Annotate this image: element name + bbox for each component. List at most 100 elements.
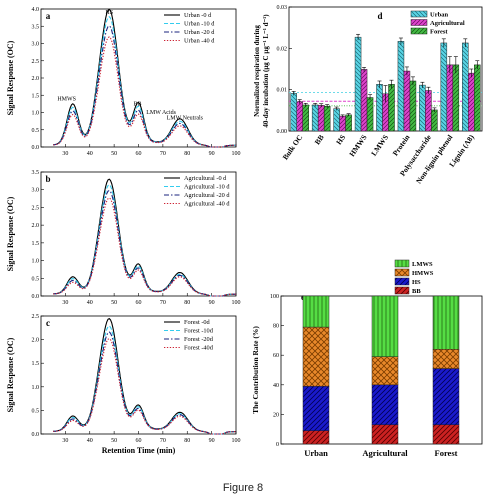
stack-hatch [372,356,398,385]
x-tick-label: 80 [184,300,190,306]
legend-label: HS [412,279,421,286]
legend-swatch-hatch [395,260,409,267]
x-tick-label: 100 [232,151,241,157]
series-line-Forest-40d [53,338,236,435]
y-tick-label: 80 [273,324,279,330]
y-tick-label: 0.01 [277,88,288,94]
legend-label: Agricultural -10 d [184,184,230,191]
bar-hatch [290,93,297,131]
legend-label: Forest -20d [184,336,214,343]
y-tick-label: 2.0 [32,223,40,229]
stack-hatch [433,349,459,369]
bar-hatch [367,97,374,131]
legend-label: HMWS [412,270,434,277]
x-tick-label: 50 [111,300,117,306]
category-label: HS [334,133,347,146]
bar-hatch [302,104,309,131]
x-tick-label: 70 [160,438,166,444]
bar-hatch [333,108,340,131]
x-tick-label: 100 [232,300,241,306]
stack-hatch [372,296,398,357]
y-tick-label: 3.0 [32,42,40,48]
y-tick-label: 0.0 [32,145,40,151]
peak-annotation: LMW Acids [146,110,176,116]
y-tick-label: 0.5 [32,276,40,282]
legend-label: Forest -10d [184,328,214,335]
x-tick-label: 70 [160,300,166,306]
y-tick-label: 1.0 [32,259,40,265]
legend-label: Agricultural -0 d [184,175,227,182]
bar-hatch [355,37,362,131]
bar-hatch [361,69,368,131]
category-label: HMWS [347,133,368,158]
series-line-Forest-10d [53,325,236,435]
stack-hatch [303,430,329,444]
x-tick-label: 90 [209,438,215,444]
bar-hatch [446,64,453,131]
x-tick-label: 80 [184,151,190,157]
y-tick-label: 0.5 [32,408,40,414]
y-tick-label: 0.5 [32,128,40,134]
y-tick-label: 0.0 [32,432,40,438]
y-tick-label: 2.5 [32,314,40,320]
y-tick-label: 3.5 [32,24,40,30]
legend-label: Urban -0 d [184,12,212,19]
category-label: LMWS [369,133,390,158]
series-line-Agricultural-40-d [53,197,236,297]
bar-hatch [419,85,426,131]
x-tick-label: 40 [87,438,93,444]
legend-swatch-hatch [411,11,427,17]
legend-label: Urban -20 d [184,29,215,36]
x-tick-label: 30 [62,151,68,157]
y-tick-label: 2.5 [32,59,40,65]
bar-hatch [409,80,416,131]
legend-label: Forest -0d [184,319,211,326]
category-label: BB [313,133,326,146]
panel-label: d [377,11,382,21]
legend-label: Agricultural -40 d [184,201,230,208]
y-tick-label: 1.5 [32,361,40,367]
y-tick-label: 2.5 [32,205,40,211]
x-tick-label: 60 [136,438,142,444]
legend-label: LMWS [412,261,433,268]
bar-hatch [382,93,389,131]
category-label: Forest [435,448,458,458]
peak-annotation: BB [133,102,141,108]
stack-hatch [433,424,459,444]
y-axis-label: Signal Response (OC) [6,337,15,412]
x-tick-label: 50 [111,151,117,157]
y-axis-label: The Contribution Rate (%) [251,326,260,414]
bar-hatch [452,64,459,131]
y-tick-label: 3.5 [32,170,40,176]
bar-hatch [397,41,404,131]
bar-hatch [345,114,352,131]
x-tick-label: 70 [160,151,166,157]
x-tick-label: 90 [209,300,215,306]
bar-hatch [431,109,438,131]
y-tick-label: 0 [276,442,279,448]
peak-annotation: HMWS [57,96,76,102]
series-line-Urban-20-d [53,25,236,148]
y-tick-label: 0.00 [277,129,288,135]
legend-label: Urban [430,12,448,19]
bar-hatch [296,101,303,131]
legend-label: Forest [430,29,448,36]
y-tick-label: 1.5 [32,241,40,247]
x-axis-label: Retention Time (min) [102,446,176,455]
bar-hatch [376,84,383,131]
legend-label: BB [412,288,421,295]
x-tick-label: 30 [62,300,68,306]
stack-hatch [303,327,329,387]
y-axis-label-line2: 40-day incubation (μg C μg⁻¹ L⁻¹ d⁻¹) [262,14,270,128]
x-tick-label: 60 [136,151,142,157]
bar-hatch [312,104,319,131]
legend-swatch-hatch [395,278,409,285]
y-tick-label: 3.0 [32,188,40,194]
stack-hatch [433,368,459,425]
y-axis-label-line1: Normalized respiration during [253,25,261,117]
legend-label: Agricultural -20 d [184,192,230,199]
bar-hatch [462,42,469,131]
panel-label: c [46,318,50,328]
y-tick-label: 20 [273,412,279,418]
y-tick-label: 2.0 [32,338,40,344]
